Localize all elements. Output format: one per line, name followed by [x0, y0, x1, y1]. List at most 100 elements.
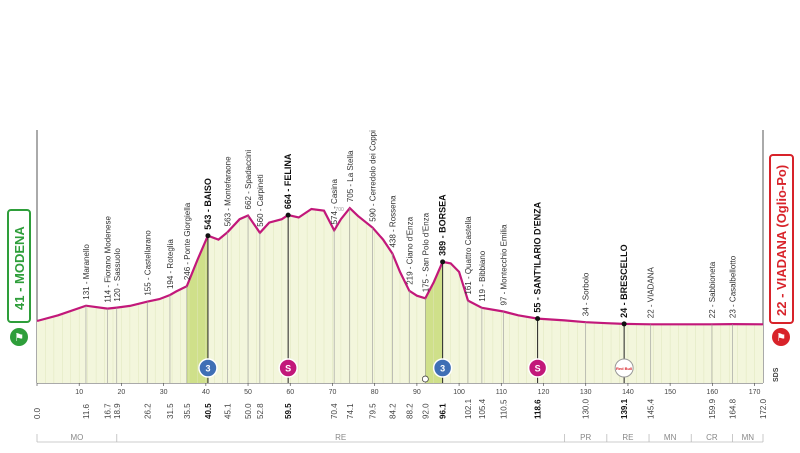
waypoint-km: 50.0	[244, 403, 253, 419]
km-tick-label: 170	[749, 389, 761, 396]
waypoint-km: 84.2	[388, 403, 397, 419]
start-label: 41 - MODENA	[12, 226, 27, 310]
waypoint-label: 389 - BORSEA	[438, 194, 448, 256]
waypoint-km: 130.0	[582, 398, 591, 419]
waypoint-km: 59.5	[284, 403, 293, 419]
km-tick-label: 110	[496, 389, 507, 396]
finish-badge-box	[769, 154, 794, 324]
waypoint-label: 664 - FELINA	[283, 153, 293, 209]
waypoint-km: 35.5	[183, 403, 192, 419]
waypoint-dot	[285, 212, 291, 218]
waypoint-km: 96.1	[439, 403, 448, 419]
waypoint-label: 55 - SANT'ILARIO D'ENZA	[533, 201, 543, 312]
waypoint-label: 131 - Maranello	[82, 244, 91, 300]
waypoint-label: 114 - Fiorano Modenese	[103, 215, 112, 302]
waypoint-label: 161 - Quattro Castella	[464, 216, 473, 295]
start-badge-box	[7, 209, 31, 323]
km-tick-label: 70	[329, 389, 337, 396]
waypoint-km: 110.5	[499, 399, 508, 419]
sprint-marker-text: S	[285, 364, 291, 374]
climb-marker	[432, 358, 453, 378]
finish-badge: 22 - VIADANA (Oglio-Po) ⚑	[769, 154, 794, 346]
km-tick-label: 10	[75, 389, 83, 396]
sprint-marker-text: S	[535, 364, 541, 374]
start-badge: 41 - MODENA ⚑	[7, 209, 31, 346]
waypoint-label: 543 - BAISO	[203, 178, 213, 230]
waypoint-km: 159.9	[708, 398, 717, 419]
km-tick-label: 50	[244, 389, 252, 396]
waypoint-km: 139.1	[620, 398, 629, 419]
waypoint-km: 102.1	[464, 398, 473, 419]
waypoint-label: 563 - Montefaraone	[223, 156, 232, 226]
waypoint-km: 118.6	[534, 399, 543, 419]
waypoint-km: 70.4	[330, 403, 339, 419]
km-tick-label: 20	[118, 389, 126, 396]
red-bull-marker	[614, 358, 634, 378]
km-tick-label: 60	[286, 389, 294, 396]
waypoint-label: 24 - BRESCELLO	[619, 244, 629, 318]
waypoint-km: 18.9	[113, 403, 122, 419]
profile-area-layer	[36, 206, 764, 383]
waypoint-label: 97 - Montecchio Emilia	[499, 224, 508, 305]
climb-marker-text: 3	[440, 364, 445, 374]
waypoint-label: 705 - La Stella	[346, 150, 355, 202]
waypoint-label: 194 - Roteglia	[166, 239, 175, 289]
waypoint-layer: 131 - Maranello 114 - Fiorano Modenese 120…	[82, 130, 738, 383]
waypoint-km: 145.4	[647, 398, 656, 419]
province-label: PR	[580, 433, 591, 442]
waypoint-dot	[205, 233, 211, 239]
province-label: CR	[706, 433, 718, 442]
red-bull-marker-text: Red Bull	[616, 366, 632, 371]
province-label: MN	[742, 433, 755, 442]
waypoint-km: 31.5	[166, 403, 175, 419]
finish-icon-glyph: ⚑	[776, 331, 786, 344]
waypoint-km: 45.1	[223, 403, 232, 419]
waypoint-label: 120 - Sassuolo	[113, 248, 122, 302]
waypoint-km: 164.8	[729, 398, 738, 419]
waypoint-km: 0.0	[33, 407, 42, 419]
km-tick-label: 140	[622, 389, 634, 396]
km-tick-label: 100	[453, 389, 465, 396]
km-tick-label: 80	[371, 389, 379, 396]
province-label: RE	[622, 433, 633, 442]
province-label: MN	[664, 433, 677, 442]
km-tick-label: 90	[413, 389, 421, 396]
waypoint-km: 40.5	[204, 403, 213, 419]
waypoint-label: 662 - Spadaccini	[244, 150, 253, 210]
province-label: RE	[335, 433, 346, 442]
km-tick-label: 130	[580, 389, 592, 396]
province-label: MO	[70, 433, 83, 442]
crossing-icon	[421, 375, 429, 383]
climb-marker-text: 3	[205, 364, 210, 374]
waypoint-label: 22 - Sabbioneta	[708, 261, 717, 318]
waypoint-km: 74.1	[346, 403, 355, 419]
waypoint-label: 119 - Bibbiano	[478, 250, 487, 302]
climb-marker	[198, 358, 218, 378]
waypoint-label: 246 - Ponte Giorgiella	[183, 202, 192, 280]
profile-line	[36, 206, 764, 326]
sprint-marker	[527, 358, 548, 378]
km-axis: 10 20 30 40 50 60 70 80 90 100 110 120 130 140 150 160 1…	[33, 383, 768, 419]
province-bar: MO RE PR RE MN CR MN	[36, 433, 764, 443]
waypoint-label: 574 - Casina	[330, 179, 339, 225]
waypoint-label: 22 - VIADANA	[647, 266, 656, 318]
waypoint-dot	[440, 259, 446, 265]
waypoint-label: 155 - Castellarano	[144, 230, 153, 296]
waypoint-km: 26.2	[144, 403, 153, 419]
waypoint-label: 219 - Ciano d'Enza	[405, 216, 414, 284]
waypoint-dot	[621, 321, 627, 327]
km-tick-label: 160	[707, 389, 719, 396]
altitude-tick: 700	[335, 207, 344, 213]
waypoint-km: 16.7	[103, 403, 112, 419]
waypoint-km: 52.8	[256, 403, 265, 419]
waypoint-km: 79.5	[369, 403, 378, 419]
waypoint-label: 560 - Carpineti	[256, 174, 265, 227]
start-icon	[10, 328, 28, 346]
waypoint-label: 34 - Sorbolo	[582, 272, 591, 316]
km-tick-label: 30	[160, 389, 168, 396]
waypoint-label: 590 - Cerredolo dei Coppi	[369, 130, 378, 222]
km-tick-label: 120	[538, 389, 550, 396]
waypoint-km: 172.0	[759, 398, 768, 419]
brand-logo: SDS	[773, 367, 780, 382]
